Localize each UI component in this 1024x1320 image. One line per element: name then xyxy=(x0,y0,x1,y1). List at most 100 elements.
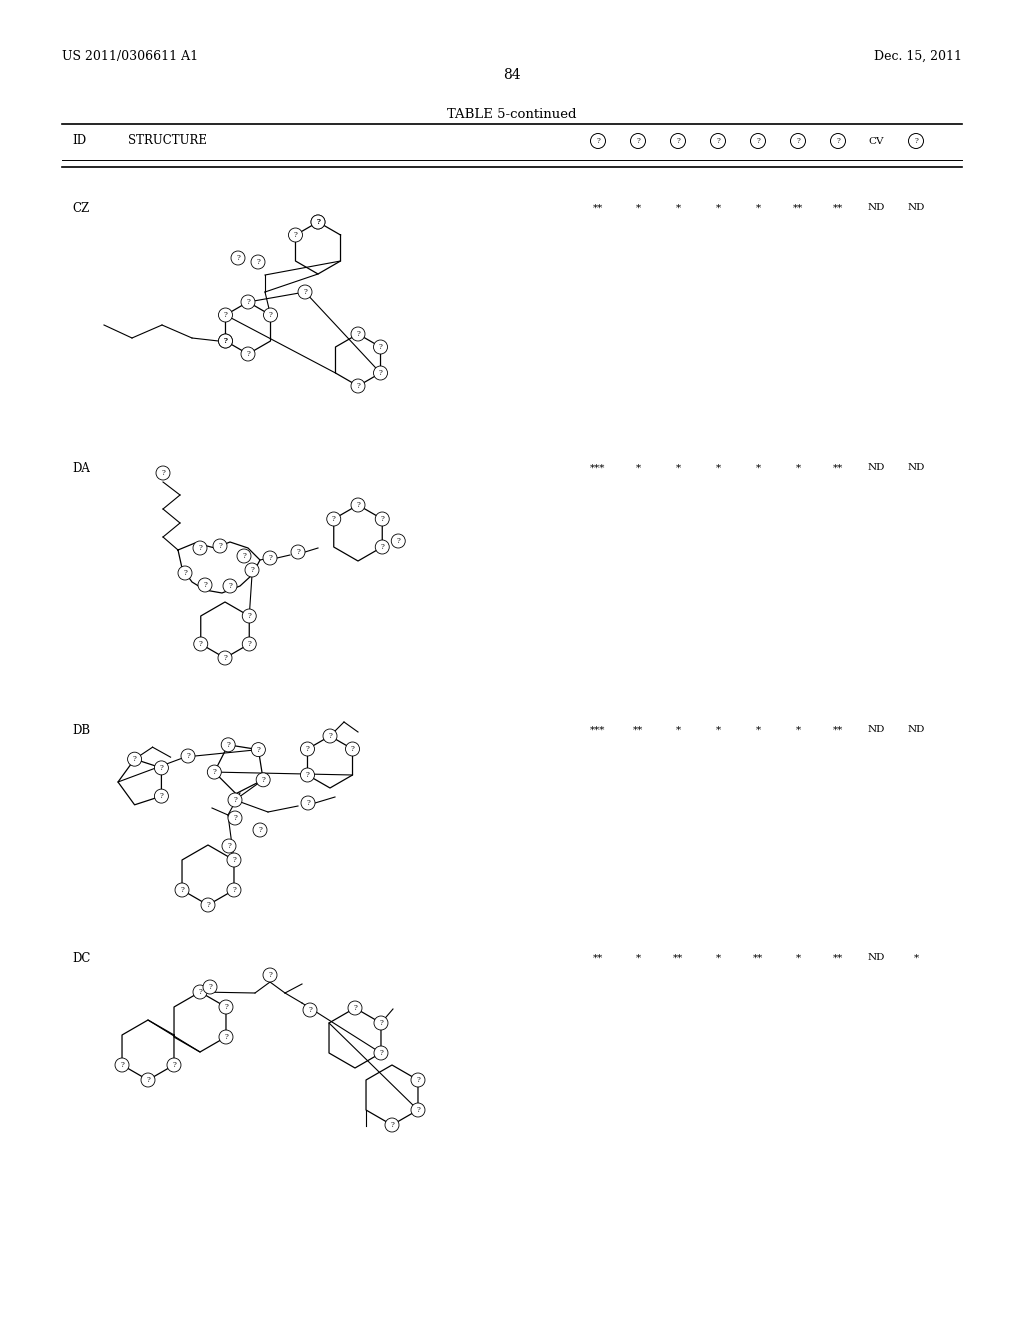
Circle shape xyxy=(243,609,256,623)
Text: **: ** xyxy=(833,953,843,962)
Circle shape xyxy=(219,1030,233,1044)
Text: **: ** xyxy=(593,203,603,213)
Text: CZ: CZ xyxy=(72,202,89,214)
Text: ?: ? xyxy=(294,231,297,239)
Circle shape xyxy=(908,133,924,149)
Circle shape xyxy=(221,738,236,752)
Circle shape xyxy=(301,796,315,810)
Circle shape xyxy=(218,308,232,322)
Circle shape xyxy=(156,466,170,480)
Circle shape xyxy=(227,883,241,898)
Text: ?: ? xyxy=(596,137,600,145)
Circle shape xyxy=(830,133,846,149)
Text: *: * xyxy=(756,463,761,473)
Text: *: * xyxy=(636,463,641,473)
Circle shape xyxy=(178,566,193,579)
Text: ?: ? xyxy=(186,752,189,760)
Text: ?: ? xyxy=(258,826,262,834)
Circle shape xyxy=(218,651,232,665)
Text: ?: ? xyxy=(227,842,231,850)
Text: ?: ? xyxy=(756,137,760,145)
Circle shape xyxy=(181,748,195,763)
Text: ?: ? xyxy=(248,612,251,620)
Circle shape xyxy=(251,255,265,269)
Text: *: * xyxy=(716,953,721,962)
Circle shape xyxy=(251,743,265,756)
Text: **: ** xyxy=(633,726,643,734)
Text: ?: ? xyxy=(356,330,360,338)
Circle shape xyxy=(155,789,168,803)
Text: ?: ? xyxy=(248,640,251,648)
Circle shape xyxy=(291,545,305,558)
Circle shape xyxy=(300,768,314,781)
Text: ?: ? xyxy=(268,972,272,979)
Circle shape xyxy=(128,752,141,766)
Text: *: * xyxy=(796,953,801,962)
Circle shape xyxy=(348,1001,362,1015)
Text: ?: ? xyxy=(223,312,227,319)
Text: *: * xyxy=(676,463,681,473)
Text: ?: ? xyxy=(416,1106,420,1114)
Text: ?: ? xyxy=(203,581,207,589)
Text: *: * xyxy=(716,463,721,473)
Circle shape xyxy=(311,215,325,228)
Circle shape xyxy=(241,294,255,309)
Circle shape xyxy=(222,840,236,853)
Circle shape xyxy=(289,228,302,242)
Circle shape xyxy=(411,1073,425,1086)
Circle shape xyxy=(243,638,256,651)
Circle shape xyxy=(228,793,242,807)
Text: ?: ? xyxy=(268,312,272,319)
Text: ?: ? xyxy=(353,1005,357,1012)
Text: *: * xyxy=(796,726,801,734)
Text: ?: ? xyxy=(328,733,332,741)
Text: ?: ? xyxy=(332,515,336,523)
Text: ?: ? xyxy=(261,776,265,784)
Text: Dec. 15, 2011: Dec. 15, 2011 xyxy=(874,50,962,63)
Circle shape xyxy=(201,898,215,912)
Circle shape xyxy=(298,285,312,300)
Text: DB: DB xyxy=(72,723,90,737)
Circle shape xyxy=(385,1118,399,1133)
Text: *: * xyxy=(676,726,681,734)
Text: **: ** xyxy=(593,953,603,962)
Text: ?: ? xyxy=(306,799,310,807)
Circle shape xyxy=(223,579,237,593)
Text: ***: *** xyxy=(590,726,605,734)
Text: ND: ND xyxy=(867,463,885,473)
Circle shape xyxy=(631,133,645,149)
Text: ND: ND xyxy=(867,953,885,962)
Circle shape xyxy=(345,742,359,756)
Text: ND: ND xyxy=(907,203,925,213)
Text: ?: ? xyxy=(250,566,254,574)
Circle shape xyxy=(375,540,389,554)
Text: ?: ? xyxy=(198,987,202,997)
Circle shape xyxy=(245,564,259,577)
Text: ?: ? xyxy=(212,768,216,776)
Text: ND: ND xyxy=(907,726,925,734)
Text: ?: ? xyxy=(305,771,309,779)
Text: ?: ? xyxy=(223,653,227,663)
Text: ?: ? xyxy=(296,548,300,556)
Text: ?: ? xyxy=(390,1121,394,1129)
Text: ?: ? xyxy=(242,552,246,560)
Circle shape xyxy=(253,822,267,837)
Text: ?: ? xyxy=(380,543,384,550)
Text: ?: ? xyxy=(268,554,272,562)
Circle shape xyxy=(228,810,242,825)
Text: *: * xyxy=(796,463,801,473)
Text: ?: ? xyxy=(716,137,720,145)
Text: ?: ? xyxy=(120,1061,124,1069)
Text: ?: ? xyxy=(172,1061,176,1069)
Text: ?: ? xyxy=(308,1006,312,1014)
Circle shape xyxy=(231,251,245,265)
Text: ?: ? xyxy=(379,1019,383,1027)
Circle shape xyxy=(194,638,208,651)
Circle shape xyxy=(263,308,278,322)
Text: ?: ? xyxy=(206,902,210,909)
Text: ?: ? xyxy=(232,855,236,865)
Circle shape xyxy=(374,1016,388,1030)
Circle shape xyxy=(311,215,325,228)
Circle shape xyxy=(241,347,255,360)
Text: US 2011/0306611 A1: US 2011/0306611 A1 xyxy=(62,50,198,63)
